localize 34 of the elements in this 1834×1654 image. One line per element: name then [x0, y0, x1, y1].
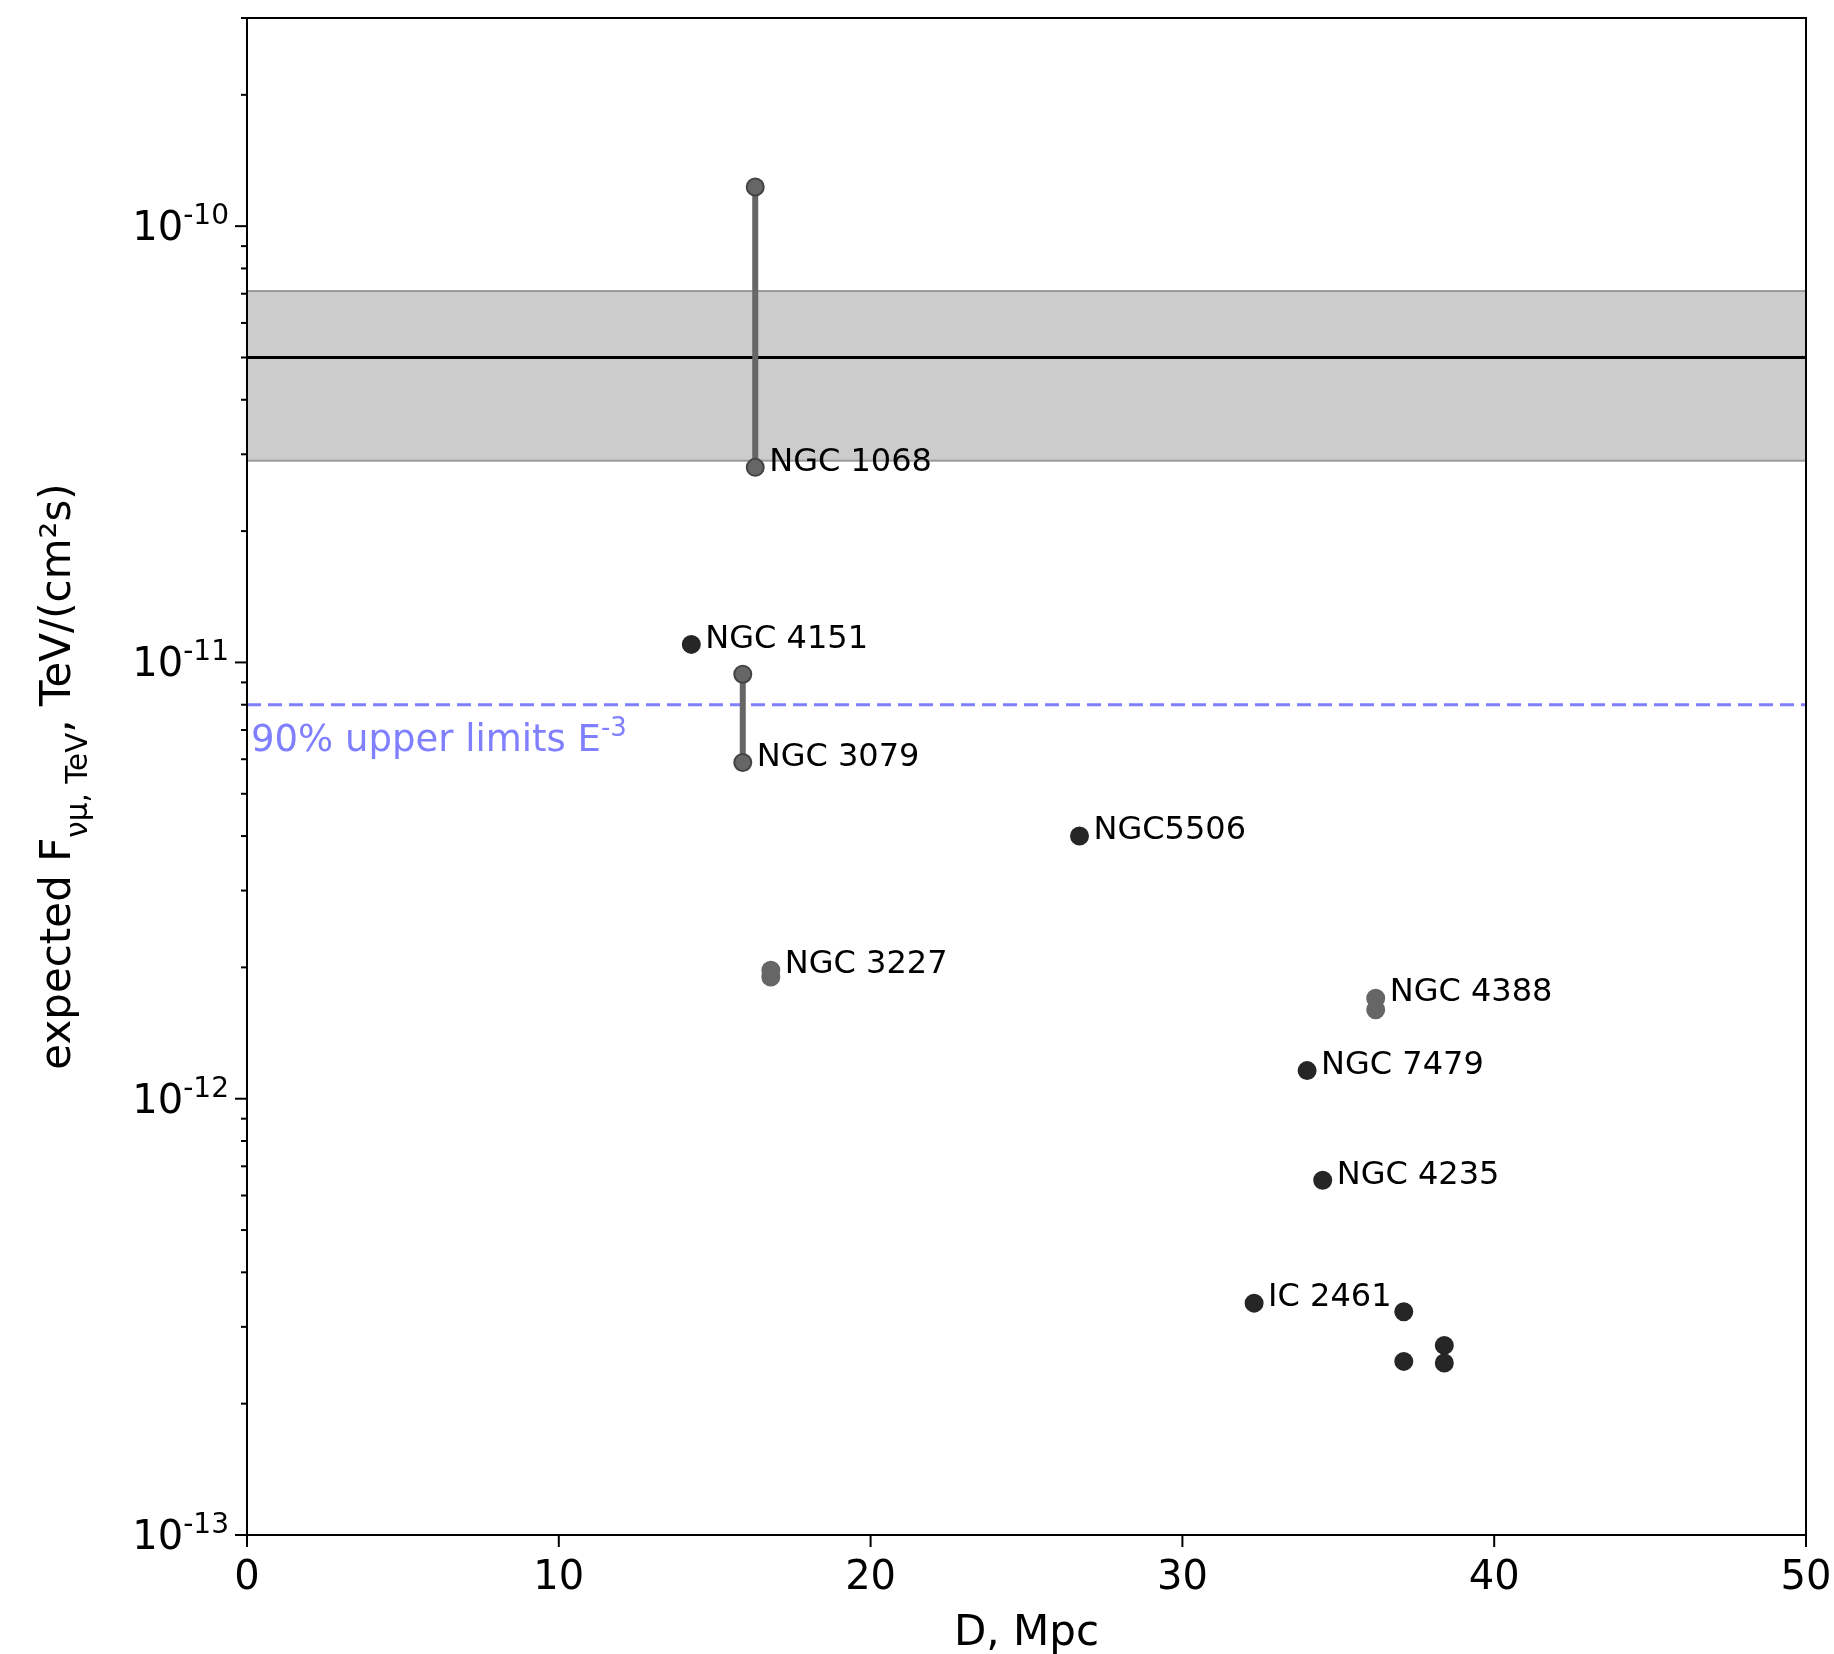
annotation: NGC 1068: [769, 440, 932, 479]
point: [1394, 1351, 1414, 1371]
x-tick-label: 40: [1468, 1552, 1520, 1598]
annotation: NGC 3227: [784, 943, 948, 982]
point: [745, 457, 765, 477]
y-tick-label: 10$^{-12}$: [132, 1070, 229, 1122]
point: [1434, 1353, 1454, 1373]
x-tick-label: 0: [234, 1552, 260, 1598]
y-tick-label: 10$^{-11}$: [132, 633, 229, 686]
point: [1070, 826, 1090, 846]
point: [1434, 1335, 1454, 1355]
ref-line-label: 90% upper limits E$^{-3}$: [251, 711, 627, 760]
annotation: NGC 4151: [705, 617, 868, 656]
point: [1394, 1302, 1414, 1322]
annotation: NGC 7479: [1321, 1043, 1484, 1082]
point: [1313, 1170, 1333, 1190]
x-tick-label: 10: [533, 1552, 585, 1598]
x-tick-label: 50: [1780, 1552, 1832, 1598]
point: [1297, 1061, 1317, 1081]
x-axis-title: D, Mpc: [953, 1606, 1100, 1654]
y-tick-label: 10$^{-10}$: [132, 197, 229, 250]
x-tick-label: 30: [1156, 1552, 1208, 1598]
x-tick-label: 20: [845, 1552, 897, 1598]
point: [1244, 1293, 1264, 1313]
point: [733, 752, 753, 772]
point: [681, 634, 701, 654]
annotation: NGC 3079: [756, 735, 920, 774]
annotation: IC 2461: [1268, 1276, 1392, 1315]
y-tick-label: 10$^{-13}$: [132, 1506, 229, 1558]
annotation: NGC 4388: [1389, 971, 1553, 1010]
point: [733, 664, 753, 684]
annotation: NGC5506: [1093, 809, 1247, 848]
annotation: NGC 4235: [1336, 1153, 1500, 1192]
point: [745, 177, 765, 197]
